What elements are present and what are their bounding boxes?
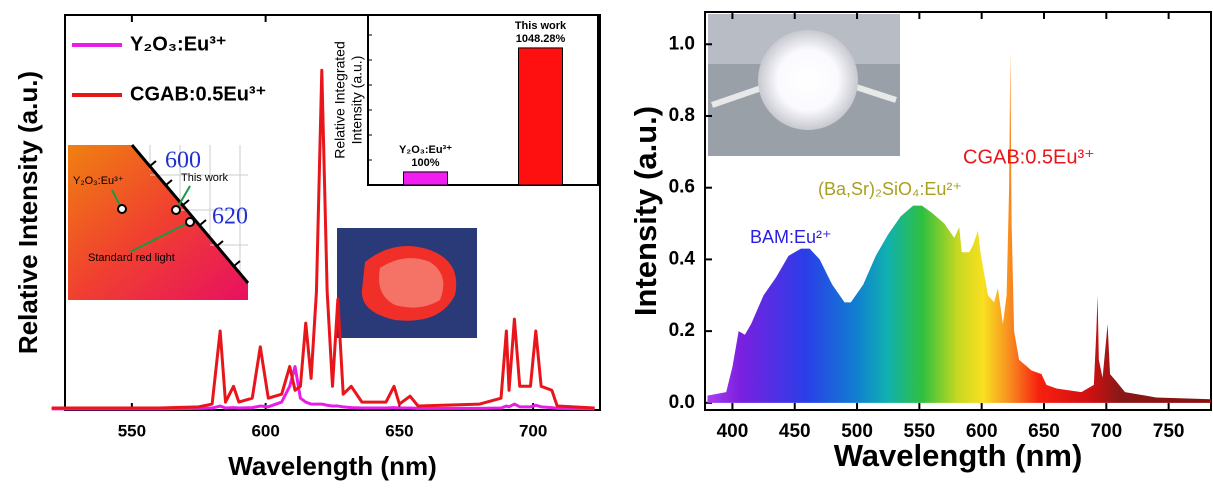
series-line [51,365,595,411]
plot-frame [704,11,1212,411]
x-axis-title: Wavelength (nm) [834,438,1083,473]
annotation: BAM:Eu²⁺ [750,227,832,247]
plot-frame [64,14,601,411]
cie-label: 620 [212,204,248,230]
cie-point-label: Y₂O₃:Eu³⁺ [73,175,124,187]
y-tick-label: 0.0 [669,392,695,413]
bar-value-label: 100% [411,157,439,169]
x-tick-label: 700 [519,421,547,440]
x-tick-label: 700 [1090,421,1122,442]
y-axis-title: Intensity (a.u.) [349,56,365,145]
legend-label: Y₂O₃:Eu³⁺ [130,33,226,55]
x-tick-label: 600 [966,421,998,442]
cie-point-label: Standard red light [88,252,175,264]
y-axis-title: Intensity (a.u.) [628,106,663,316]
y-tick-label: 0.8 [669,105,695,126]
x-tick-label: 650 [385,421,413,440]
x-tick-label: 550 [904,421,936,442]
bar [518,47,563,186]
x-tick-label: 600 [251,421,279,440]
y-axis-title: Relative Integrated [332,41,348,159]
y-axis-title: Relative Intensity (a.u.) [13,71,43,354]
bar-value-label: 1048.28% [516,33,566,45]
annotation: CGAB:0.5Eu³⁺ [963,146,1095,168]
y-tick-label: 0.6 [669,177,695,198]
spectrum-area [707,51,1211,403]
sample-photo [337,228,477,338]
y-tick-label: 1.0 [669,33,695,54]
bar-category-label: This work [515,20,567,32]
led-photo [708,14,900,156]
cie-point-label: This work [181,172,229,184]
x-tick-label: 750 [1153,421,1185,442]
x-axis-title: Wavelength (nm) [228,451,436,481]
x-tick-label: 400 [717,421,749,442]
series-line [51,68,595,410]
x-tick-label: 500 [841,421,873,442]
bar-category-label: Y₂O₃:Eu³⁺ [399,144,452,156]
cie-label: 600 [165,148,201,174]
x-tick-label: 650 [1028,421,1060,442]
x-tick-label: 450 [779,421,811,442]
y-tick-label: 0.2 [669,320,695,341]
bar [403,171,448,186]
x-tick-label: 550 [118,421,146,440]
legend-label: CGAB:0.5Eu³⁺ [130,83,266,105]
cie-inset: 600 620 Y₂O₃:Eu³⁺ This work Standard red… [68,144,258,300]
y-tick-label: 0.4 [669,248,696,269]
annotation: (Ba,Sr)₂SiO₄:Eu²⁺ [818,179,962,199]
